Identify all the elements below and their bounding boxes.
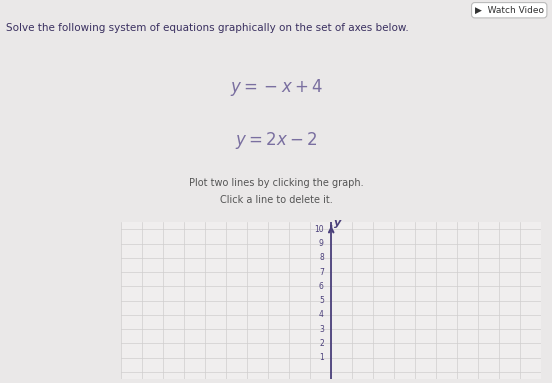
Text: 4: 4 — [319, 311, 324, 319]
Text: 9: 9 — [319, 239, 324, 248]
Text: 1: 1 — [319, 353, 324, 362]
Text: 3: 3 — [319, 325, 324, 334]
Text: Plot two lines by clicking the graph.: Plot two lines by clicking the graph. — [189, 178, 363, 188]
Text: 10: 10 — [314, 225, 324, 234]
Text: 7: 7 — [319, 268, 324, 277]
Text: Click a line to delete it.: Click a line to delete it. — [220, 195, 332, 205]
Text: $y = 2x - 2$: $y = 2x - 2$ — [235, 130, 317, 151]
Text: ▶  Watch Video: ▶ Watch Video — [475, 6, 544, 15]
Text: $y = -x + 4$: $y = -x + 4$ — [230, 77, 322, 98]
Text: Solve the following system of equations graphically on the set of axes below.: Solve the following system of equations … — [6, 23, 408, 33]
Text: 5: 5 — [319, 296, 324, 305]
Text: 8: 8 — [319, 253, 324, 262]
Text: 6: 6 — [319, 282, 324, 291]
Text: y: y — [335, 218, 342, 228]
Text: 2: 2 — [319, 339, 324, 348]
